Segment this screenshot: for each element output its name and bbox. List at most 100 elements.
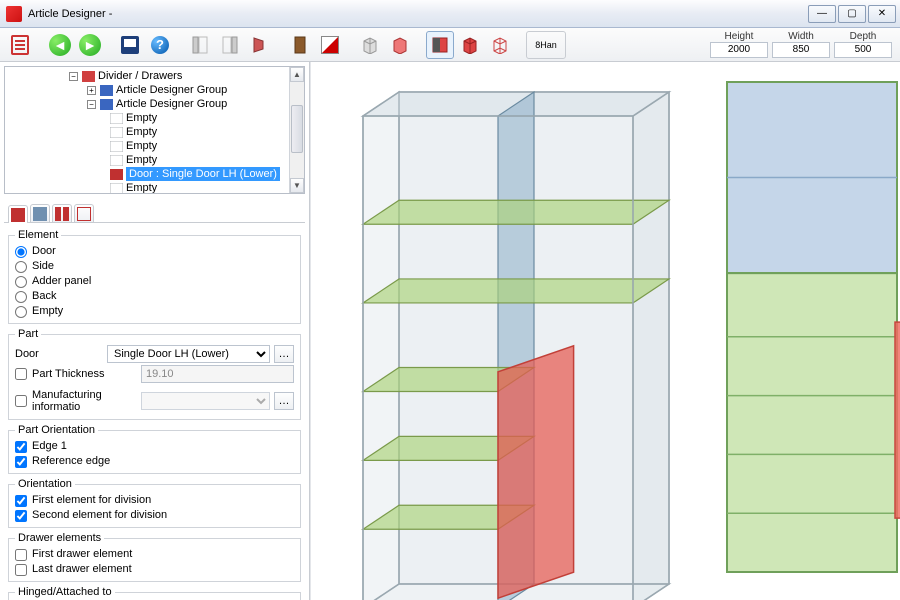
cabinet-red1-button[interactable] xyxy=(386,31,414,59)
part-fieldset: Part Door Single Door LH (Lower) … Part … xyxy=(8,328,301,420)
tree-group2-label[interactable]: Article Designer Group xyxy=(116,97,227,111)
nav-back-button[interactable]: ◄ xyxy=(46,31,74,59)
group-icon xyxy=(100,99,113,110)
viewport-3d[interactable] xyxy=(310,62,900,600)
prop-tab-1[interactable] xyxy=(8,205,28,223)
door-browse-button[interactable]: … xyxy=(274,345,294,363)
element-side-radio[interactable] xyxy=(15,261,27,273)
width-value[interactable]: 850 xyxy=(772,42,830,58)
depth-value[interactable]: 500 xyxy=(834,42,892,58)
edge1-label: Edge 1 xyxy=(32,439,67,454)
cube-wire-button[interactable] xyxy=(486,31,514,59)
prop-tab-2[interactable] xyxy=(30,204,50,222)
first-drawer-check[interactable] xyxy=(15,549,27,561)
first-drawer-label: First drawer element xyxy=(32,547,132,562)
refedge-check[interactable] xyxy=(15,456,27,468)
element-door-radio[interactable] xyxy=(15,246,27,258)
tree-empty-label[interactable]: Empty xyxy=(126,125,157,139)
element-adder-radio[interactable] xyxy=(15,276,27,288)
help-button[interactable]: ? xyxy=(146,31,174,59)
empty-icon xyxy=(110,155,123,166)
element-legend: Element xyxy=(15,229,61,241)
manuf-select xyxy=(141,392,270,410)
width-label: Width xyxy=(770,31,832,42)
first-div-check[interactable] xyxy=(15,495,27,507)
orientation-fieldset: Orientation First element for division S… xyxy=(8,478,301,528)
window-title: Article Designer - xyxy=(28,8,112,20)
title-bar: Article Designer - — ▢ ✕ xyxy=(0,0,900,28)
thickness-label: Part Thickness xyxy=(32,368,105,380)
tree-root-label[interactable]: Divider / Drawers xyxy=(98,69,182,83)
last-drawer-check[interactable] xyxy=(15,564,27,576)
panel-left-button[interactable] xyxy=(186,31,214,59)
tree-expand-icon[interactable]: + xyxy=(87,86,96,95)
second-div-label: Second element for division xyxy=(32,508,167,523)
tree-collapse-icon[interactable]: − xyxy=(87,100,96,109)
view-ortho-button[interactable] xyxy=(426,31,454,59)
dimensions-panel: Height 2000 Width 850 Depth 500 xyxy=(708,31,894,58)
orientation-legend: Orientation xyxy=(15,478,75,490)
element-empty-label: Empty xyxy=(32,304,63,319)
properties-body: Element Door Side Adder panel Back Empty… xyxy=(0,223,309,600)
empty-icon xyxy=(110,183,123,194)
element-empty-radio[interactable] xyxy=(15,306,27,318)
close-button[interactable]: ✕ xyxy=(868,5,896,23)
door-type-button[interactable] xyxy=(286,31,314,59)
nav-forward-button[interactable]: ► xyxy=(76,31,104,59)
prop-tab-3[interactable] xyxy=(52,204,72,222)
last-drawer-label: Last drawer element xyxy=(32,562,132,577)
hinged-legend: Hinged/Attached to xyxy=(15,586,115,598)
hierarchy-tree[interactable]: − Divider / Drawers + Article Designer G… xyxy=(4,66,305,194)
empty-icon xyxy=(110,113,123,124)
tree-selected-label[interactable]: Door : Single Door LH (Lower) xyxy=(126,167,280,181)
left-panel: − Divider / Drawers + Article Designer G… xyxy=(0,62,310,600)
element-back-radio[interactable] xyxy=(15,291,27,303)
edge1-check[interactable] xyxy=(15,441,27,453)
maximize-button[interactable]: ▢ xyxy=(838,5,866,23)
cabinet-gray-button[interactable] xyxy=(356,31,384,59)
group-icon xyxy=(100,85,113,96)
door-swing-button[interactable] xyxy=(246,31,274,59)
height-label: Height xyxy=(708,31,770,42)
second-div-check[interactable] xyxy=(15,510,27,522)
scroll-up-icon[interactable]: ▲ xyxy=(290,67,304,82)
element-door-label: Door xyxy=(32,244,56,259)
text-tool-button[interactable]: 8Han xyxy=(526,31,566,59)
door-select[interactable]: Single Door LH (Lower) xyxy=(107,345,270,363)
part-orientation-legend: Part Orientation xyxy=(15,424,98,436)
manuf-check[interactable] xyxy=(15,395,27,407)
drawer-fieldset: Drawer elements First drawer element Las… xyxy=(8,532,301,582)
tree-group1-label[interactable]: Article Designer Group xyxy=(116,83,227,97)
part-legend: Part xyxy=(15,328,41,340)
scroll-thumb[interactable] xyxy=(291,105,303,153)
save-button[interactable] xyxy=(116,31,144,59)
new-document-button[interactable] xyxy=(6,31,34,59)
tree-empty-label[interactable]: Empty xyxy=(126,111,157,125)
minimize-button[interactable]: — xyxy=(808,5,836,23)
main-toolbar: ◄ ► ? 8Han Height 2000 Width 850 Depth 5… xyxy=(0,28,900,62)
tree-collapse-icon[interactable]: − xyxy=(69,72,78,81)
drawer-legend: Drawer elements xyxy=(15,532,104,544)
thickness-input xyxy=(141,365,294,383)
empty-icon xyxy=(110,127,123,138)
app-icon xyxy=(6,6,22,22)
manuf-browse-button[interactable]: … xyxy=(274,392,294,410)
tree-empty-label[interactable]: Empty xyxy=(126,153,157,167)
viewport-canvas xyxy=(311,62,900,600)
tree-empty-label[interactable]: Empty xyxy=(126,139,157,153)
prop-tab-4[interactable] xyxy=(74,204,94,222)
height-value[interactable]: 2000 xyxy=(710,42,768,58)
thickness-check[interactable] xyxy=(15,368,27,380)
tree-scrollbar[interactable]: ▲ ▼ xyxy=(289,67,304,193)
element-side-label: Side xyxy=(32,259,54,274)
panel-right-button[interactable] xyxy=(216,31,244,59)
depth-label: Depth xyxy=(832,31,894,42)
door-label: Door xyxy=(15,348,103,360)
element-back-label: Back xyxy=(32,289,56,304)
part-orientation-fieldset: Part Orientation Edge 1 Reference edge xyxy=(8,424,301,474)
split-view-button[interactable] xyxy=(316,31,344,59)
empty-icon xyxy=(110,141,123,152)
tree-empty-label[interactable]: Empty xyxy=(126,181,157,193)
scroll-down-icon[interactable]: ▼ xyxy=(290,178,304,193)
cube-red2-button[interactable] xyxy=(456,31,484,59)
